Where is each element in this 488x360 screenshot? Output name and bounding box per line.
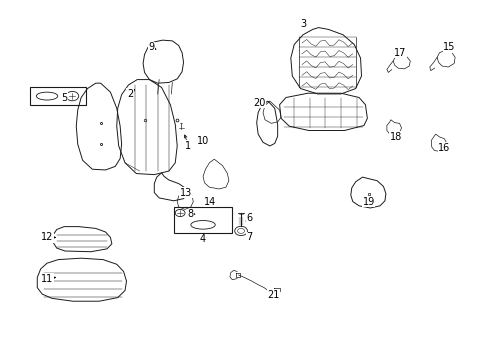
Text: 1: 1 xyxy=(185,141,191,151)
Text: 7: 7 xyxy=(246,232,252,242)
Text: 13: 13 xyxy=(180,188,192,198)
Text: 4: 4 xyxy=(200,234,206,244)
Text: 19: 19 xyxy=(362,197,374,207)
Text: 21: 21 xyxy=(267,290,279,300)
Text: 20: 20 xyxy=(252,98,265,108)
Text: 2: 2 xyxy=(126,89,133,99)
Text: 14: 14 xyxy=(204,197,216,207)
Text: 17: 17 xyxy=(393,48,406,58)
Text: 11: 11 xyxy=(41,274,53,284)
Text: 16: 16 xyxy=(437,143,449,153)
Text: 12: 12 xyxy=(41,232,53,242)
Text: 10: 10 xyxy=(197,136,209,145)
Text: 5: 5 xyxy=(61,93,67,103)
Text: 15: 15 xyxy=(442,42,454,52)
Text: 9: 9 xyxy=(148,42,155,52)
Text: 3: 3 xyxy=(299,19,305,29)
Text: 6: 6 xyxy=(246,213,252,222)
Text: 18: 18 xyxy=(389,132,401,142)
Text: 8: 8 xyxy=(187,209,194,219)
